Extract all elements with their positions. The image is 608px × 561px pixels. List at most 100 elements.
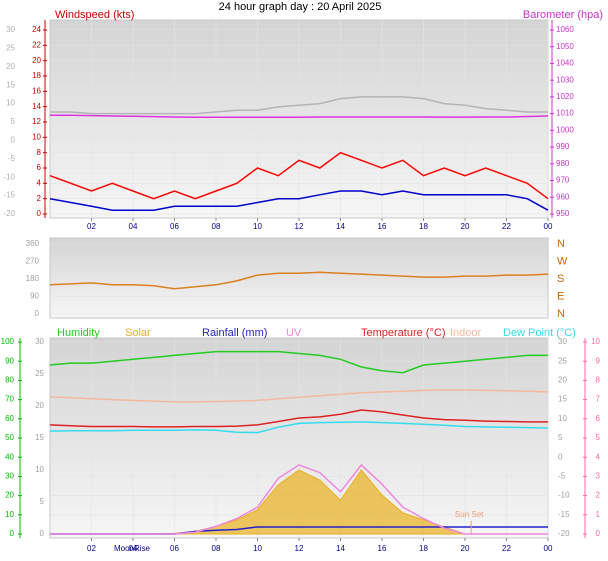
series-line [49, 151, 549, 200]
y-tick-label: 0 [40, 529, 45, 538]
x-tick-label: 08 [212, 222, 221, 231]
legend-label: Dew Point (°C) [503, 327, 576, 339]
series-line [49, 190, 549, 211]
x-tick-label: 10 [253, 544, 262, 553]
y-tick-label: 20 [6, 62, 15, 71]
y-tick-label: 25 [6, 44, 15, 53]
x-tick-label: 22 [502, 544, 511, 553]
x-tick-label: 04 [129, 544, 138, 553]
y-tick-label: 950 [556, 209, 570, 218]
y-tick-label: N [557, 308, 565, 320]
series-line [50, 96, 548, 115]
x-tick-label: 20 [461, 222, 470, 231]
series-line [49, 409, 548, 428]
y-tick-label: 10 [558, 414, 567, 423]
x-tick-label: 14 [336, 544, 345, 553]
x-tick-label: 18 [419, 222, 428, 231]
series-line [49, 350, 548, 374]
y-tick-label: 24 [32, 25, 41, 34]
y-tick-label: -20 [558, 529, 570, 538]
y-tick-label: 10 [6, 99, 15, 108]
y-tick-label: N [557, 238, 565, 250]
y-tick-label: 25 [35, 369, 44, 378]
y-tick-label: 18 [32, 71, 41, 80]
y-tick-label: 22 [32, 40, 41, 49]
y-tick-label: 90 [5, 356, 14, 365]
series-line [50, 463, 548, 535]
y-tick-label: 15 [6, 80, 15, 89]
y-tick-label: 50 [5, 433, 14, 442]
y-tick-label: 1030 [556, 75, 574, 84]
y-tick-label: 980 [556, 159, 570, 168]
y-tick-label: 40 [5, 452, 14, 461]
y-tick-label: 9 [596, 356, 601, 365]
x-tick-label: 18 [419, 544, 428, 553]
y-tick-label: 0 [10, 529, 15, 538]
y-tick-label: -10 [558, 491, 570, 500]
y-tick-label: E [557, 290, 564, 302]
axis-label: Windspeed (kts) [55, 9, 134, 21]
y-tick-label: 30 [6, 25, 15, 34]
y-tick-label: 1040 [556, 59, 574, 68]
y-tick-label: 0 [11, 136, 16, 145]
series-line [50, 114, 549, 119]
y-tick-label: 970 [556, 176, 570, 185]
y-tick-label: 10 [591, 337, 600, 346]
y-tick-label: 0 [596, 529, 601, 538]
x-tick-label: 20 [461, 544, 470, 553]
y-tick-label: 15 [558, 395, 567, 404]
y-tick-label: 12 [32, 117, 41, 126]
y-tick-label: 7 [596, 395, 601, 404]
y-tick-label: 10 [32, 132, 41, 141]
y-tick-label: 5 [558, 433, 563, 442]
y-tick-label: 5 [40, 497, 45, 506]
y-tick-label: 20 [5, 491, 14, 500]
y-tick-label: 1000 [556, 125, 574, 134]
y-tick-label: 6 [37, 163, 42, 172]
y-tick-label: 8 [596, 376, 601, 385]
x-tick-label: 16 [378, 544, 387, 553]
y-tick-label: 25 [558, 356, 567, 365]
y-tick-label: -15 [558, 510, 570, 519]
y-tick-label: 1020 [556, 92, 574, 101]
y-tick-label: -20 [3, 209, 15, 218]
y-tick-label: -5 [8, 154, 16, 163]
x-tick-label: 22 [502, 222, 511, 231]
y-tick-label: 1010 [556, 109, 574, 118]
y-tick-label: 6 [596, 414, 601, 423]
x-tick-label: 00 [544, 222, 553, 231]
axis-label: Barometer (hpa) [523, 9, 603, 21]
x-tick-label: 10 [253, 222, 262, 231]
legend-label: Humidity [57, 327, 100, 339]
y-tick-label: 20 [35, 401, 44, 410]
series-line [49, 421, 549, 434]
y-tick-label: 30 [35, 337, 44, 346]
legend-label: Indoor [450, 327, 482, 339]
x-tick-label: 08 [212, 544, 221, 553]
x-tick-label: 04 [129, 222, 138, 231]
y-tick-label: 0 [37, 209, 42, 218]
y-tick-label: 1 [596, 510, 601, 519]
y-tick-label: 960 [556, 192, 570, 201]
y-tick-label: 10 [5, 510, 14, 519]
y-tick-label: S [557, 273, 564, 285]
y-tick-label: 990 [556, 142, 570, 151]
x-tick-label: 02 [87, 222, 96, 231]
y-tick-label: 15 [35, 433, 44, 442]
y-tick-label: 3 [596, 472, 601, 481]
y-tick-label: 100 [1, 337, 15, 346]
y-tick-label: 4 [37, 178, 42, 187]
y-tick-label: 0 [35, 309, 40, 318]
series-line [49, 389, 549, 403]
y-tick-label: 10 [35, 465, 44, 474]
y-tick-label: 90 [30, 292, 39, 301]
y-tick-label: 14 [32, 102, 41, 111]
y-tick-label: 5 [11, 117, 16, 126]
title: 24 hour graph day : 20 April 2025 [219, 1, 382, 13]
x-tick-label: 06 [170, 544, 179, 553]
y-tick-label: 70 [5, 395, 14, 404]
x-tick-label: 02 [87, 544, 96, 553]
y-tick-label: 4 [596, 452, 601, 461]
legend-label: Solar [125, 327, 151, 339]
